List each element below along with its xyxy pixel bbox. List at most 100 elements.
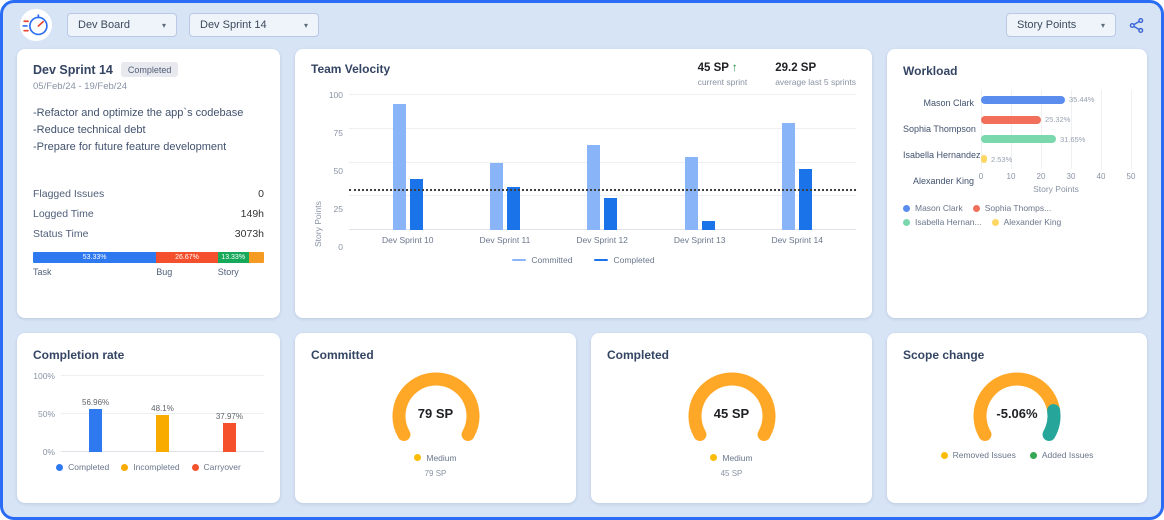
gauge-arc <box>973 372 1061 441</box>
vel-groups <box>349 95 856 230</box>
leg-item: Sophia Thomps... <box>972 203 1051 213</box>
current-sprint-label: current sprint <box>697 77 748 87</box>
sprint-goal-line: -Refactor and optimize the app`s codebas… <box>33 107 244 119</box>
scope-change-gauge-svg <box>973 372 1061 441</box>
velocity-yticks: 0 25 50 75 100 <box>325 90 349 252</box>
vgrid <box>1071 90 1072 169</box>
workload-plot-column: 35.44% 25.32% 31.65% 2.53% 0 10 20 30 40 50 Stor… <box>979 90 1135 194</box>
wl-row: 25.32% <box>981 115 1131 124</box>
leg-dot <box>991 218 999 226</box>
velocity-title: Team Velocity <box>311 62 391 76</box>
xcat: Dev Sprint 10 <box>382 235 434 245</box>
sprint-title: Dev Sprint 14 <box>33 62 113 77</box>
leg-item: Completed <box>594 255 655 265</box>
vgrid <box>1011 90 1012 169</box>
legend-label: Medium <box>722 452 753 463</box>
velocity-chart: Story Points 0 25 50 75 100 Dev Sprint 10 Dev… <box>311 90 856 252</box>
leg-dot <box>903 218 910 226</box>
ytick: 75 <box>333 128 343 138</box>
share-icon[interactable] <box>1128 17 1145 34</box>
top-bar: Dev Board ▾ Dev Sprint 14 ▾ Story Points… <box>3 3 1161 47</box>
committed-gauge-svg <box>392 372 479 441</box>
wl-pct: 25.32% <box>1045 115 1071 125</box>
velocity-legend: Committed Completed <box>311 255 856 265</box>
velocity-xcats: Dev Sprint 10 Dev Sprint 11 Dev Sprint 12 D… <box>349 235 856 247</box>
workload-chart: Mason Clark Sophia Thompson Isabella Herna… <box>903 90 1135 194</box>
leg-dot <box>191 463 199 471</box>
legend-dot <box>414 454 422 461</box>
xcat: Dev Sprint 14 <box>771 235 823 245</box>
leg-text: Carryover <box>203 462 241 472</box>
leg-text: Incompleted <box>133 462 180 472</box>
cr-col: 48.1% <box>151 376 174 452</box>
stat-label: Logged Time <box>33 208 94 221</box>
leg-item: Mason Clark <box>903 203 963 213</box>
workload-names: Mason Clark Sophia Thompson Isabella Herna… <box>903 90 981 194</box>
wl-bar <box>981 115 1041 124</box>
wl-pct: 31.65% <box>1060 134 1086 144</box>
velocity-y-axis-label: Story Points <box>313 201 323 247</box>
wl-bar <box>981 135 1056 144</box>
sprint-select[interactable]: Dev Sprint 14 ▾ <box>189 13 319 37</box>
leg-text: Mason Clark <box>915 203 963 213</box>
hgrid <box>349 161 856 163</box>
average-value: 29.2 SP <box>775 62 817 74</box>
leg-item: Carryover <box>191 462 241 472</box>
unit-select[interactable]: Story Points ▾ <box>1006 13 1116 37</box>
vel-bar <box>392 104 406 230</box>
cr-col: 56.96% <box>82 376 109 452</box>
leg-dot <box>903 204 910 212</box>
average-label: average last 5 sprints <box>775 77 856 87</box>
completed-title: Completed <box>607 348 670 362</box>
wl-bar <box>981 155 987 164</box>
leg-text: Alexander King <box>1003 217 1062 227</box>
wl-pct: 35.44% <box>1069 95 1095 105</box>
sprint-goal-line: -Prepare for future feature development <box>33 141 227 154</box>
dist-lab: Story <box>217 267 239 278</box>
leg-text: Added Issues <box>1041 450 1094 460</box>
vgrid <box>1101 90 1102 169</box>
completion-rate-card: Completion rate 0% 50% 100% 56.96% 48.1% 37.… <box>17 333 280 503</box>
dist-lab: Bug <box>156 267 173 278</box>
cards-grid: Dev Sprint 14 Completed 05/Feb/24 - 19/F… <box>3 47 1161 517</box>
ytick: 0 <box>338 242 343 252</box>
sprint-summary-header: Dev Sprint 14 Completed <box>33 62 264 77</box>
sprint-goals: -Refactor and optimize the app`s codebas… <box>33 105 264 156</box>
legend-value: 79 SP <box>424 469 447 478</box>
vel-bar <box>409 178 423 230</box>
current-sprint-stat: 45 SP ↑ current sprint <box>698 62 748 87</box>
vel-group <box>490 95 521 230</box>
scope-change-card: Scope change -5.06% Removed Issues Added … <box>887 333 1147 503</box>
wl-name: Alexander King <box>912 176 974 186</box>
wl-name: Sophia Thompson <box>903 124 976 134</box>
scope-change-gauge: -5.06% <box>952 368 1082 444</box>
hgrid <box>349 94 856 95</box>
leg-text: Completed <box>613 255 655 265</box>
ytick: 50 <box>333 166 343 176</box>
completed-legend: Medium 45 SP <box>607 448 856 478</box>
dist-seg: 53.33% <box>33 252 157 264</box>
leg-item: Completed <box>56 462 109 472</box>
leg-text: Removed Issues <box>952 450 1016 460</box>
completed-card: Completed 45 SP Medium 45 SP <box>591 333 872 503</box>
leg-dot <box>940 451 948 459</box>
leg-dot <box>1029 451 1037 459</box>
velocity-plot-column: Dev Sprint 10 Dev Sprint 11 Dev Sprint 12 D… <box>349 94 856 247</box>
hgrid <box>61 413 264 414</box>
leg-item: Isabella Hernan... <box>903 217 982 227</box>
vel-group <box>684 95 715 230</box>
completed-gauge-value: 45 SP <box>713 406 750 421</box>
board-select[interactable]: Dev Board ▾ <box>67 13 177 37</box>
gauge-arc <box>392 372 479 441</box>
cr-val: 56.96% <box>82 397 110 407</box>
wl-xtick: 40 <box>1096 172 1106 181</box>
average-stat: 29.2 SP average last 5 sprints <box>775 62 856 87</box>
ytick: 50% <box>37 409 55 419</box>
workload-legend: Mason Clark Sophia Thomps... Isabella Hern… <box>903 203 1131 227</box>
completion-rate-title: Completion rate <box>33 348 125 362</box>
workload-title: Workload <box>903 64 958 78</box>
wl-xtick: 50 <box>1126 172 1136 181</box>
velocity-stats: 45 SP ↑ current sprint 29.2 SP average l… <box>698 62 856 87</box>
team-velocity-card: Team Velocity 45 SP ↑ current sprint 29.… <box>295 49 872 318</box>
cr-val: 48.1% <box>151 404 174 414</box>
